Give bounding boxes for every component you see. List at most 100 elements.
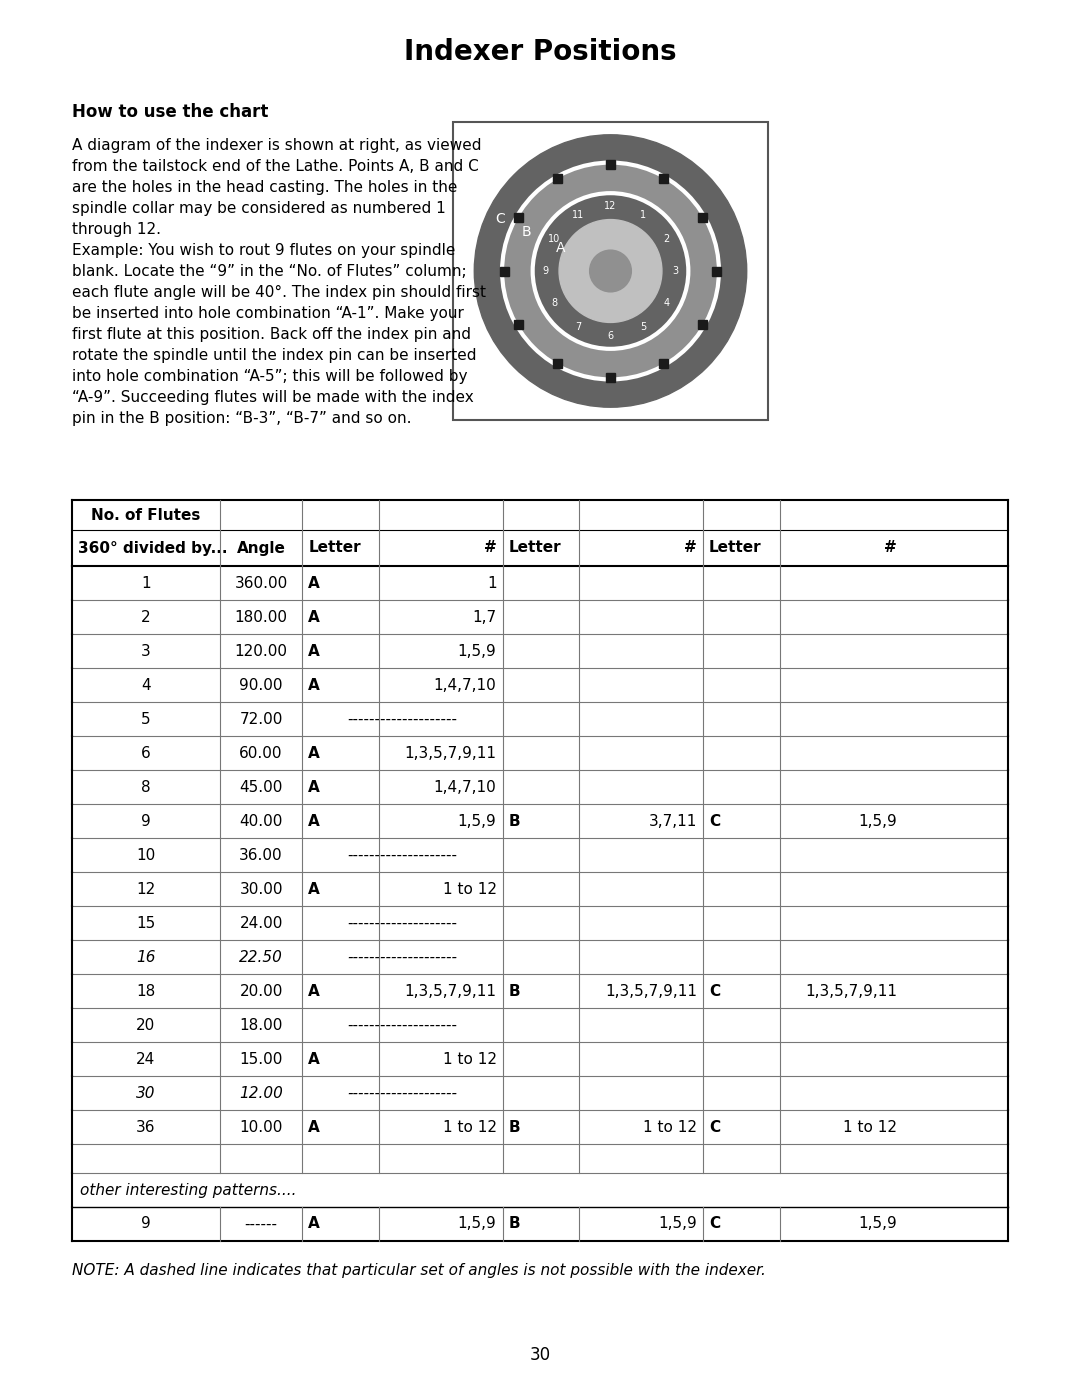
Text: 180.00: 180.00: [234, 609, 287, 624]
Text: 18: 18: [136, 983, 156, 999]
Text: 16: 16: [136, 950, 156, 964]
Text: A: A: [308, 882, 320, 897]
Text: 1: 1: [141, 576, 151, 591]
Text: other interesting patterns....: other interesting patterns....: [80, 1182, 297, 1197]
Text: 20.00: 20.00: [240, 983, 283, 999]
Text: 360° divided by...: 360° divided by...: [78, 541, 228, 556]
Text: C: C: [708, 1217, 720, 1232]
Text: 10.00: 10.00: [240, 1119, 283, 1134]
Text: 7: 7: [575, 321, 581, 332]
Circle shape: [532, 193, 688, 349]
Text: 1,7: 1,7: [472, 609, 497, 624]
Bar: [553, 359, 562, 367]
Text: 10: 10: [136, 848, 156, 862]
Text: 1,5,9: 1,5,9: [658, 1217, 697, 1232]
Text: 2: 2: [663, 233, 670, 243]
Text: #: #: [885, 541, 897, 556]
Text: A: A: [308, 1217, 320, 1232]
Text: 1 to 12: 1 to 12: [643, 1119, 697, 1134]
Text: A: A: [556, 240, 566, 256]
Text: ------: ------: [244, 1217, 278, 1232]
Text: Example: You wish to rout 9 flutes on your spindle: Example: You wish to rout 9 flutes on yo…: [72, 243, 456, 258]
Text: C: C: [708, 983, 720, 999]
Text: No. of Flutes: No. of Flutes: [91, 507, 201, 522]
Text: 9: 9: [141, 1217, 151, 1232]
Text: 36.00: 36.00: [240, 848, 283, 862]
Text: A: A: [308, 644, 320, 658]
Text: 1: 1: [639, 210, 646, 219]
Text: 72.00: 72.00: [240, 711, 283, 726]
Text: 1,3,5,7,9,11: 1,3,5,7,9,11: [806, 983, 897, 999]
Bar: [514, 320, 523, 328]
Text: 1,5,9: 1,5,9: [458, 644, 497, 658]
Text: 1,5,9: 1,5,9: [458, 813, 497, 828]
Text: 9: 9: [141, 813, 151, 828]
Text: B: B: [509, 1217, 521, 1232]
Text: NOTE: A dashed line indicates that particular set of angles is not possible with: NOTE: A dashed line indicates that parti…: [72, 1263, 766, 1278]
Text: 6: 6: [607, 331, 613, 341]
Text: A: A: [308, 983, 320, 999]
Circle shape: [590, 250, 632, 292]
Text: 8: 8: [552, 299, 557, 309]
Text: 90.00: 90.00: [240, 678, 283, 693]
Text: 3: 3: [672, 265, 678, 277]
Text: 6: 6: [141, 746, 151, 760]
Text: 1,5,9: 1,5,9: [458, 1217, 497, 1232]
Text: Indexer Positions: Indexer Positions: [404, 38, 676, 66]
Text: through 12.: through 12.: [72, 222, 161, 237]
Text: “A-9”. Succeeding flutes will be made with the index: “A-9”. Succeeding flutes will be made wi…: [72, 390, 474, 405]
Text: B: B: [509, 813, 521, 828]
Text: 1,4,7,10: 1,4,7,10: [434, 678, 497, 693]
Text: 1 to 12: 1 to 12: [443, 882, 497, 897]
Text: 2: 2: [141, 609, 151, 624]
Bar: [606, 161, 615, 169]
Text: 12: 12: [605, 201, 617, 211]
Text: 1 to 12: 1 to 12: [843, 1119, 897, 1134]
Bar: [713, 267, 721, 275]
Text: into hole combination “A-5”; this will be followed by: into hole combination “A-5”; this will b…: [72, 369, 468, 384]
Text: each flute angle will be 40°. The index pin should first: each flute angle will be 40°. The index …: [72, 285, 486, 300]
Text: 1 to 12: 1 to 12: [443, 1119, 497, 1134]
Text: A: A: [308, 678, 320, 693]
Text: 1,4,7,10: 1,4,7,10: [434, 780, 497, 795]
Text: 12.00: 12.00: [239, 1085, 283, 1101]
Text: B: B: [522, 225, 531, 239]
Text: 30: 30: [136, 1085, 156, 1101]
Text: from the tailstock end of the Lathe. Points A, B and C: from the tailstock end of the Lathe. Poi…: [72, 159, 478, 175]
Text: Letter: Letter: [708, 541, 761, 556]
Text: 1,3,5,7,9,11: 1,3,5,7,9,11: [405, 983, 497, 999]
Bar: [453, 122, 768, 420]
Text: A: A: [308, 1119, 320, 1134]
Text: 3: 3: [141, 644, 151, 658]
Text: B: B: [509, 1119, 521, 1134]
Text: --------------------: --------------------: [348, 915, 458, 930]
Text: 1 to 12: 1 to 12: [443, 1052, 497, 1066]
Text: 15: 15: [136, 915, 156, 930]
Text: --------------------: --------------------: [348, 848, 458, 862]
Text: A: A: [308, 813, 320, 828]
Text: pin in the B position: “B-3”, “B-7” and so on.: pin in the B position: “B-3”, “B-7” and …: [72, 411, 411, 426]
Text: --------------------: --------------------: [348, 711, 458, 726]
Text: B: B: [509, 983, 521, 999]
Text: A: A: [308, 576, 320, 591]
Text: 1,3,5,7,9,11: 1,3,5,7,9,11: [605, 983, 697, 999]
Text: be inserted into hole combination “A-1”. Make your: be inserted into hole combination “A-1”.…: [72, 306, 464, 321]
Text: 30: 30: [529, 1345, 551, 1363]
Text: C: C: [708, 1119, 720, 1134]
Text: #: #: [484, 541, 497, 556]
Text: --------------------: --------------------: [348, 1017, 458, 1032]
Text: 20: 20: [136, 1017, 156, 1032]
Text: 30.00: 30.00: [240, 882, 283, 897]
Text: are the holes in the head casting. The holes in the: are the holes in the head casting. The h…: [72, 180, 457, 196]
Text: 1,3,5,7,9,11: 1,3,5,7,9,11: [405, 746, 497, 760]
Text: 1,5,9: 1,5,9: [859, 813, 897, 828]
Text: 5: 5: [141, 711, 151, 726]
Text: 36: 36: [136, 1119, 156, 1134]
Text: 1: 1: [487, 576, 497, 591]
Text: Angle: Angle: [237, 541, 285, 556]
Bar: [698, 320, 707, 328]
Text: 11: 11: [572, 210, 584, 219]
Text: A: A: [308, 609, 320, 624]
Bar: [698, 214, 707, 222]
Text: C: C: [708, 813, 720, 828]
